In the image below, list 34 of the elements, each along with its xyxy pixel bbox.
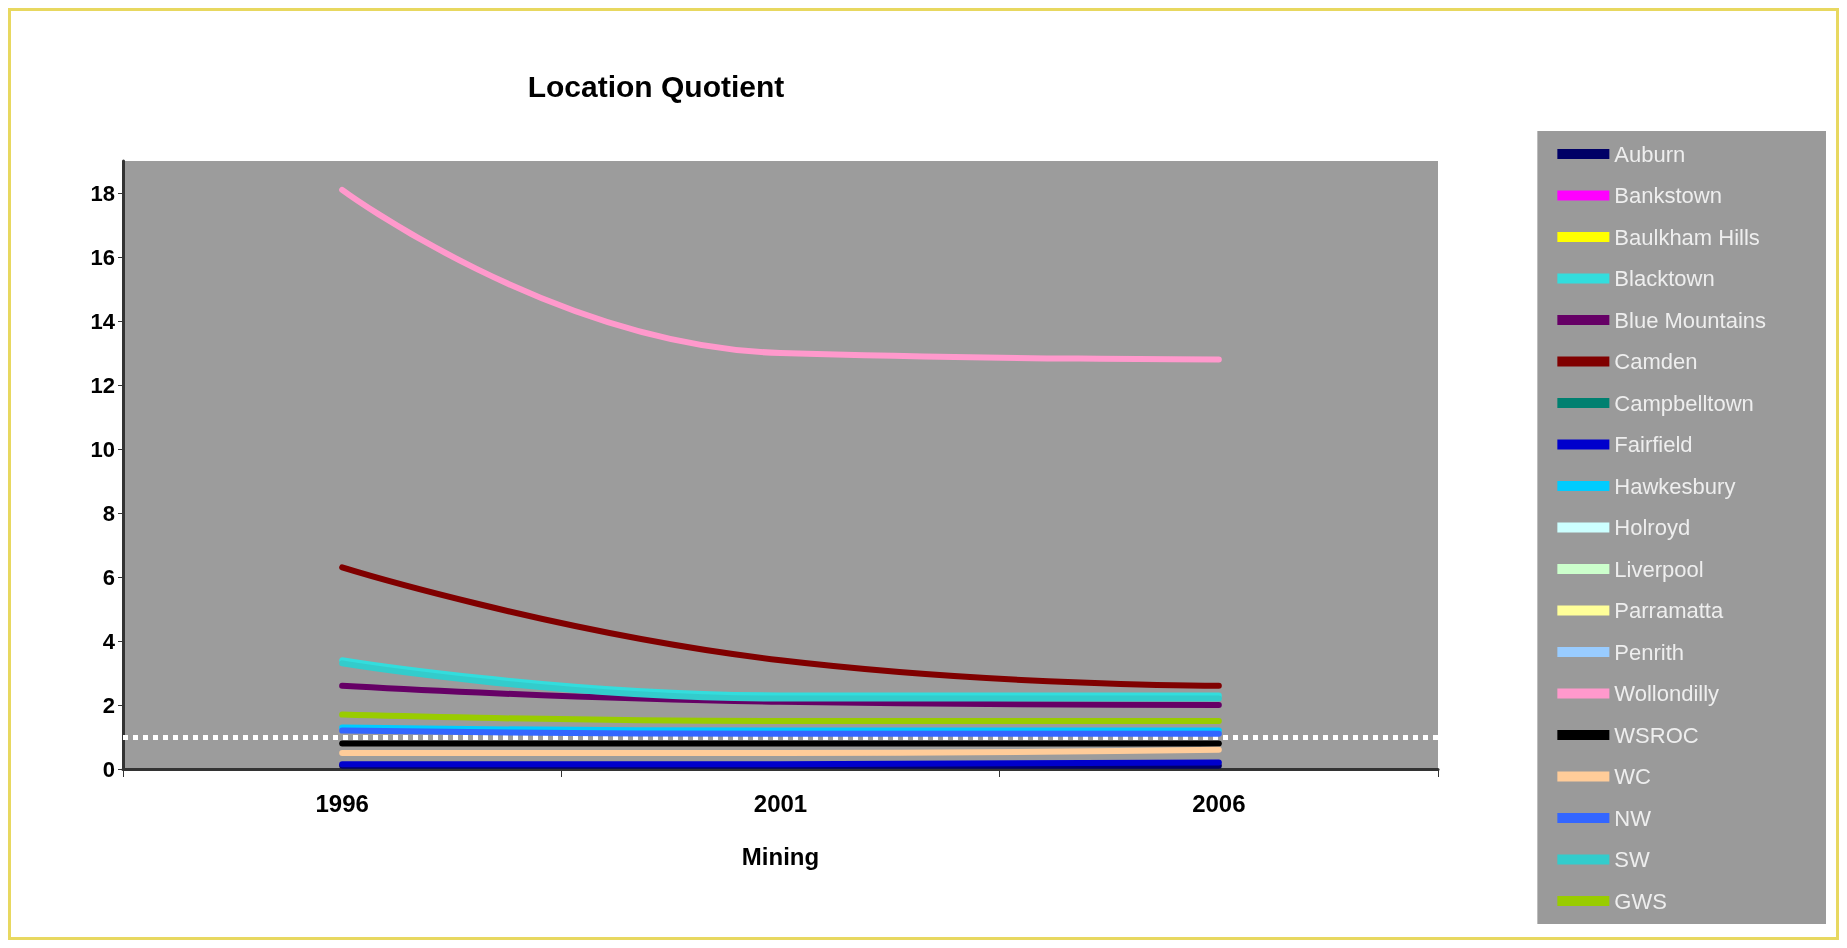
y-tick-label: 10: [90, 436, 115, 462]
y-tick-label: 4: [102, 628, 116, 654]
y-tick-label: 6: [102, 564, 115, 590]
y-tick-label: 2: [102, 692, 115, 718]
legend-label: Bankstown: [1614, 183, 1722, 208]
y-tick-label: 14: [90, 308, 116, 334]
legend-label: WSROC: [1614, 722, 1699, 748]
x-tick-label: 2001: [753, 789, 808, 817]
legend-label: Holroyd: [1614, 515, 1691, 540]
legend-label: Penrith: [1614, 639, 1685, 665]
y-tick-label: 16: [90, 244, 115, 270]
x-tick-label: 2006: [1192, 789, 1246, 817]
legend-label: GWS: [1614, 888, 1667, 914]
chart-title: Location Quotient: [527, 69, 785, 103]
x-tick-label: 1996: [315, 789, 369, 817]
y-tick-label: 12: [90, 372, 115, 398]
legend-label: Campbelltown: [1614, 390, 1754, 416]
legend-label: SW: [1614, 847, 1651, 872]
y-tick-label: 8: [102, 500, 115, 526]
legend-label: NW: [1614, 805, 1652, 831]
legend-label: Fairfield: [1614, 432, 1693, 457]
legend-label: Wollondilly: [1614, 681, 1720, 706]
legend-label: Baulkham Hills: [1614, 224, 1760, 250]
y-tick-label: 18: [90, 180, 115, 206]
legend-label: Liverpool: [1614, 556, 1704, 582]
legend-label: Blacktown: [1614, 266, 1715, 291]
x-axis-title: Mining: [741, 842, 820, 870]
y-tick-label: 0: [102, 756, 115, 782]
legend-label: Camden: [1614, 349, 1698, 374]
legend-label: Hawkesbury: [1614, 473, 1736, 499]
legend-label: Parramatta: [1614, 598, 1724, 623]
legend-label: WC: [1614, 764, 1652, 789]
legend-label: Blue Mountains: [1614, 307, 1767, 333]
legend-label: Auburn: [1614, 141, 1686, 167]
